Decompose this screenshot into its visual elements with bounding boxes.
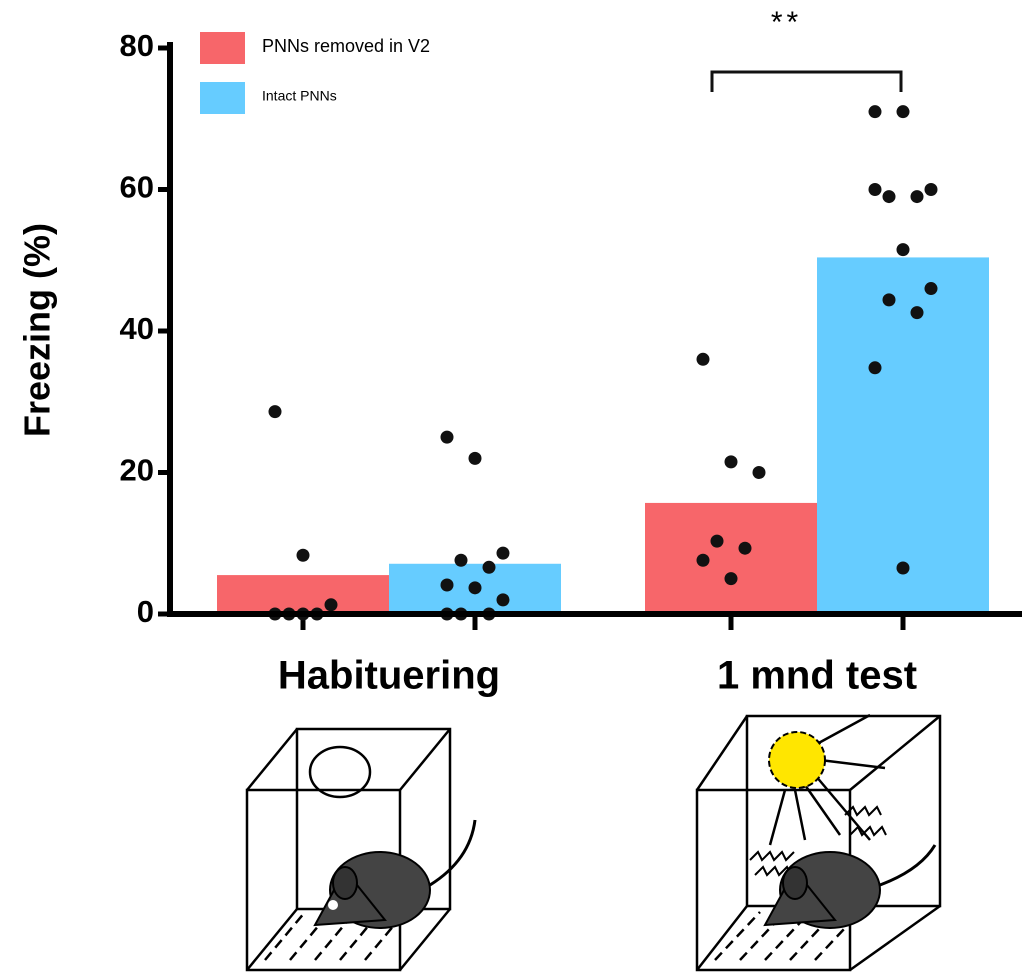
legend-label: PNNs removed in V2 xyxy=(262,36,430,56)
data-point xyxy=(469,581,482,594)
data-point xyxy=(325,598,338,611)
data-point xyxy=(753,466,766,479)
legend-swatch xyxy=(200,82,245,114)
data-point xyxy=(483,561,496,574)
data-point xyxy=(497,593,510,606)
significance-bracket xyxy=(712,72,901,92)
data-point xyxy=(469,452,482,465)
significance-label: ** xyxy=(771,6,802,39)
data-point xyxy=(725,572,738,585)
x-tick-label: 1 mnd test xyxy=(717,654,917,698)
data-point xyxy=(697,353,710,366)
data-point xyxy=(897,243,910,256)
data-point xyxy=(711,535,724,548)
data-point xyxy=(883,190,896,203)
bar xyxy=(645,503,817,614)
data-point xyxy=(297,549,310,562)
y-tick-label: 60 xyxy=(120,170,154,205)
test-cage xyxy=(697,715,940,970)
data-point xyxy=(697,554,710,567)
data-point xyxy=(739,542,752,555)
data-point xyxy=(869,105,882,118)
legend-swatch xyxy=(200,32,245,64)
data-point xyxy=(497,547,510,560)
habituation-cage xyxy=(247,729,475,970)
data-point xyxy=(869,183,882,196)
y-tick-label: 40 xyxy=(120,311,154,346)
data-point xyxy=(911,306,924,319)
data-point xyxy=(883,293,896,306)
y-tick-label: 0 xyxy=(137,594,154,629)
data-point xyxy=(911,190,924,203)
data-point xyxy=(441,431,454,444)
data-point xyxy=(897,562,910,575)
data-point xyxy=(925,282,938,295)
data-point xyxy=(455,554,468,567)
y-axis-label: Freezing (%) xyxy=(17,223,58,437)
bar xyxy=(817,257,989,614)
chart: Freezing (%) xyxy=(0,0,1022,979)
data-point xyxy=(725,455,738,468)
data-point xyxy=(897,105,910,118)
x-tick-label: Habituering xyxy=(278,654,500,698)
illustrations xyxy=(247,715,940,970)
legend-label: Intact PNNs xyxy=(262,88,337,104)
data-point xyxy=(269,405,282,418)
data-point xyxy=(441,578,454,591)
y-tick-label: 20 xyxy=(120,453,154,488)
data-point xyxy=(925,183,938,196)
y-tick-label: 80 xyxy=(120,28,154,63)
data-point xyxy=(869,361,882,374)
